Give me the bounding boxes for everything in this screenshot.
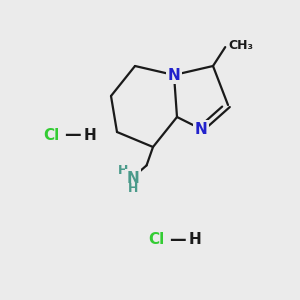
- Text: N: N: [127, 171, 140, 186]
- Text: H: H: [118, 164, 128, 177]
- Text: H: H: [189, 232, 201, 247]
- Text: N: N: [195, 122, 207, 136]
- Text: CH₃: CH₃: [229, 39, 254, 52]
- Text: —: —: [64, 126, 80, 144]
- Text: Cl: Cl: [43, 128, 59, 142]
- Text: N: N: [168, 68, 180, 82]
- Text: —: —: [169, 231, 185, 249]
- Text: H: H: [84, 128, 96, 142]
- Text: Cl: Cl: [148, 232, 164, 247]
- Text: H: H: [128, 182, 139, 195]
